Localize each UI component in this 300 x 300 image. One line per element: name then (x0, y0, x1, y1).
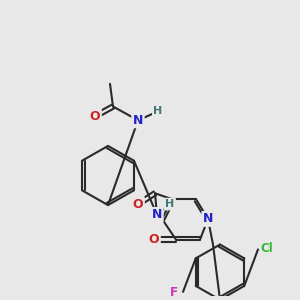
Text: O: O (149, 233, 159, 246)
Text: O: O (133, 198, 143, 211)
Text: N: N (133, 114, 143, 127)
Text: N: N (203, 212, 213, 225)
Text: O: O (90, 110, 100, 123)
Text: F: F (170, 286, 178, 299)
Text: H: H (153, 106, 163, 116)
Text: Cl: Cl (261, 242, 273, 255)
Text: H: H (165, 199, 175, 209)
Text: N: N (152, 208, 162, 221)
